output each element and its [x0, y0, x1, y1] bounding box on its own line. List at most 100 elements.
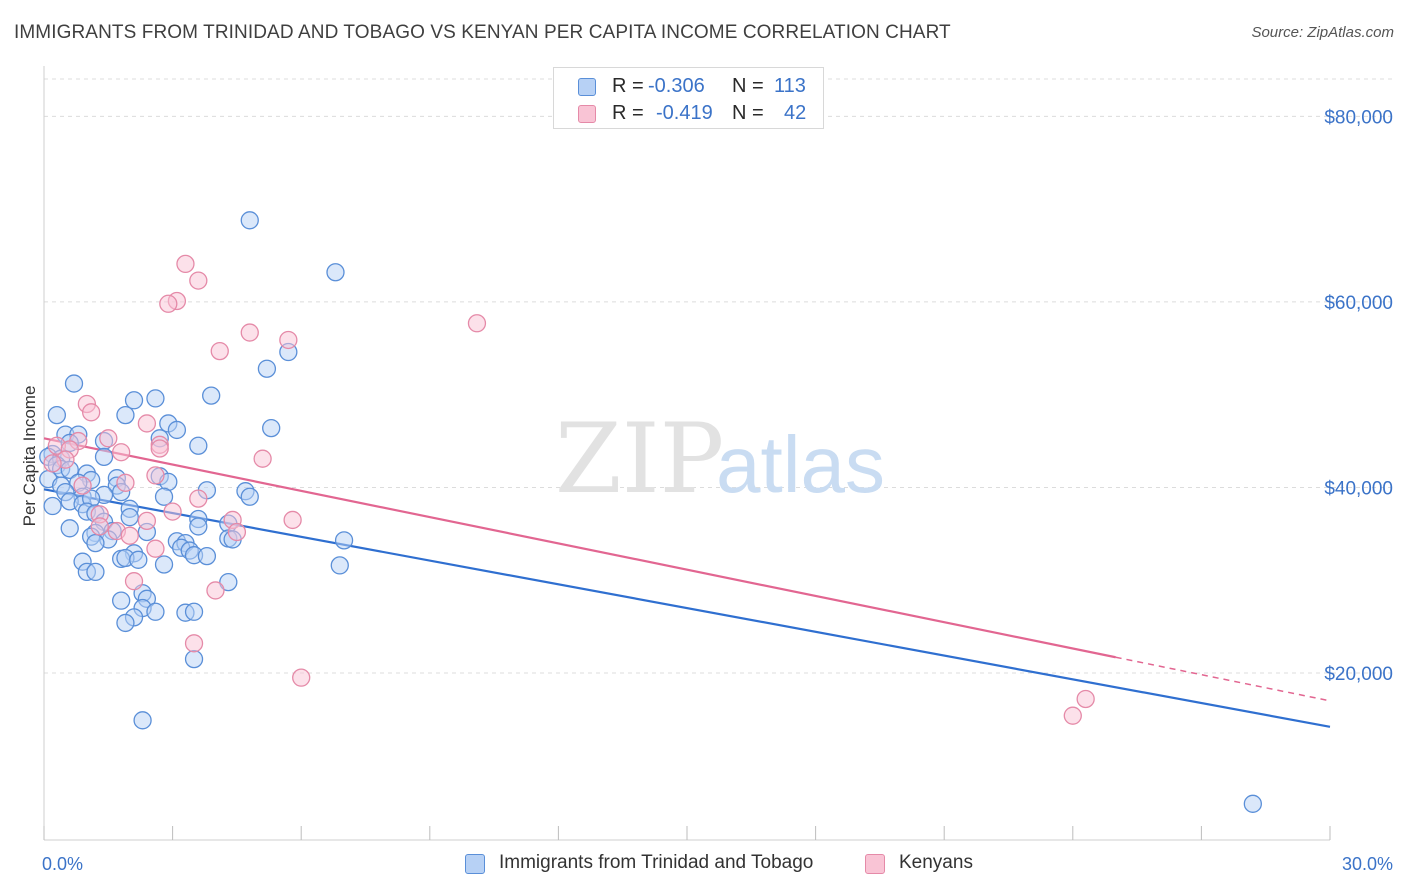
point-trinidad — [116, 405, 135, 425]
point-kenyan — [163, 502, 182, 521]
legend-n-label: N = — [732, 75, 764, 97]
point-trinidad — [129, 550, 148, 569]
point-trinidad — [60, 519, 79, 538]
point-trinidad — [47, 405, 67, 425]
point-trinidad — [116, 613, 135, 633]
point-trinidad — [146, 602, 165, 621]
y-axis-title: Per Capita Income — [20, 386, 39, 527]
trendline-kenyans — [43, 437, 1116, 659]
point-trinidad — [202, 386, 221, 405]
point-kenyan — [150, 439, 169, 458]
point-trinidad — [219, 572, 238, 592]
point-trinidad — [86, 562, 105, 582]
point-kenyan — [146, 466, 165, 485]
point-kenyan — [210, 341, 229, 361]
bottom-legend-swatch-pink — [865, 854, 885, 874]
point-trinidad — [133, 711, 152, 730]
point-trinidad — [64, 374, 84, 393]
point-kenyan — [253, 449, 272, 468]
point-kenyan — [184, 634, 204, 653]
point-trinidad — [334, 531, 354, 550]
point-trinidad — [112, 591, 131, 610]
legend-swatch-pink — [578, 105, 596, 123]
point-kenyan — [137, 511, 157, 531]
x-tick-label-max: 30.0% — [1342, 854, 1393, 874]
point-kenyan — [467, 314, 487, 333]
point-kenyan — [1076, 689, 1095, 709]
y-tick-label: $40,000 — [1324, 478, 1393, 499]
y-tick-label: $60,000 — [1324, 293, 1393, 314]
point-kenyan — [227, 522, 247, 542]
point-kenyan — [73, 476, 92, 495]
chart-source: Source: ZipAtlas.com — [1251, 24, 1394, 41]
point-trinidad — [120, 508, 139, 527]
axis-labels: $20,000 $40,000 $60,000 $80,000 0.0% 30.0% Per… — [20, 107, 1393, 874]
point-trinidad — [1243, 794, 1262, 813]
legend-r-label: R = — [612, 75, 644, 97]
x-tick-label-min: 0.0% — [42, 854, 83, 874]
point-trinidad — [146, 389, 165, 408]
legend-r-label: R = — [612, 102, 644, 124]
point-trinidad — [240, 487, 259, 506]
point-kenyan — [99, 429, 118, 448]
point-kenyan — [206, 581, 225, 600]
point-trinidad — [154, 555, 174, 574]
trendlines — [43, 437, 1331, 728]
point-trinidad — [189, 436, 208, 455]
point-kenyan — [240, 323, 259, 342]
y-tick-label: $20,000 — [1324, 664, 1393, 685]
point-trinidad — [184, 602, 204, 621]
point-kenyan — [120, 526, 139, 545]
point-trinidad — [94, 447, 114, 467]
point-trinidad — [197, 546, 217, 566]
chart-title: IMMIGRANTS FROM TRINIDAD AND TOBAGO VS K… — [14, 22, 951, 43]
trendline-kenyans-extension — [1115, 656, 1331, 702]
bottom-legend-label: Kenyans — [899, 852, 973, 873]
point-trinidad — [124, 391, 144, 410]
point-trinidad — [43, 496, 62, 516]
legend-swatch-blue — [578, 78, 596, 96]
legend-n-label: N = — [732, 102, 764, 124]
point-kenyan — [159, 294, 178, 313]
point-trinidad — [189, 517, 208, 536]
trendline-trinidad — [43, 488, 1331, 728]
bottom-legend-swatch-blue — [465, 854, 485, 874]
legend-n-value: 42 — [784, 102, 807, 124]
point-kenyan — [90, 517, 109, 536]
gridlines — [44, 78, 1395, 674]
point-kenyan — [112, 443, 131, 462]
correlation-legend: R = -0.306 N = 113 R = -0.419 N = 42 — [553, 67, 824, 129]
y-tick-label: $80,000 — [1324, 107, 1393, 128]
point-kenyan — [124, 572, 144, 591]
point-trinidad — [240, 211, 259, 230]
point-trinidad — [167, 420, 187, 440]
point-kenyan — [146, 539, 165, 558]
point-trinidad — [330, 556, 349, 575]
point-trinidad — [154, 487, 174, 506]
point-kenyan — [137, 414, 157, 433]
point-kenyan — [283, 510, 302, 530]
point-kenyan — [189, 489, 208, 508]
point-kenyan — [43, 454, 62, 473]
point-kenyan — [176, 254, 195, 274]
point-trinidad — [86, 533, 105, 553]
point-kenyan — [82, 403, 101, 422]
point-kenyan — [1063, 706, 1082, 725]
point-kenyan — [189, 271, 208, 290]
bottom-legend-label: Immigrants from Trinidad and Tobago — [499, 852, 814, 873]
watermark-atlas: atlas — [716, 420, 885, 509]
point-kenyan — [279, 330, 298, 350]
point-trinidad — [262, 418, 281, 438]
legend-n-value: 113 — [774, 75, 806, 97]
legend-r-value: -0.306 — [648, 75, 705, 97]
data-points — [39, 211, 1262, 813]
point-kenyan — [116, 473, 135, 492]
point-trinidad — [257, 359, 277, 378]
point-trinidad — [184, 649, 204, 669]
zipatlas-watermark: ZIP atlas — [555, 403, 885, 515]
point-kenyan — [292, 668, 311, 687]
watermark-zip: ZIP — [555, 403, 724, 515]
legend-r-value: -0.419 — [656, 102, 713, 124]
point-trinidad — [326, 263, 345, 282]
